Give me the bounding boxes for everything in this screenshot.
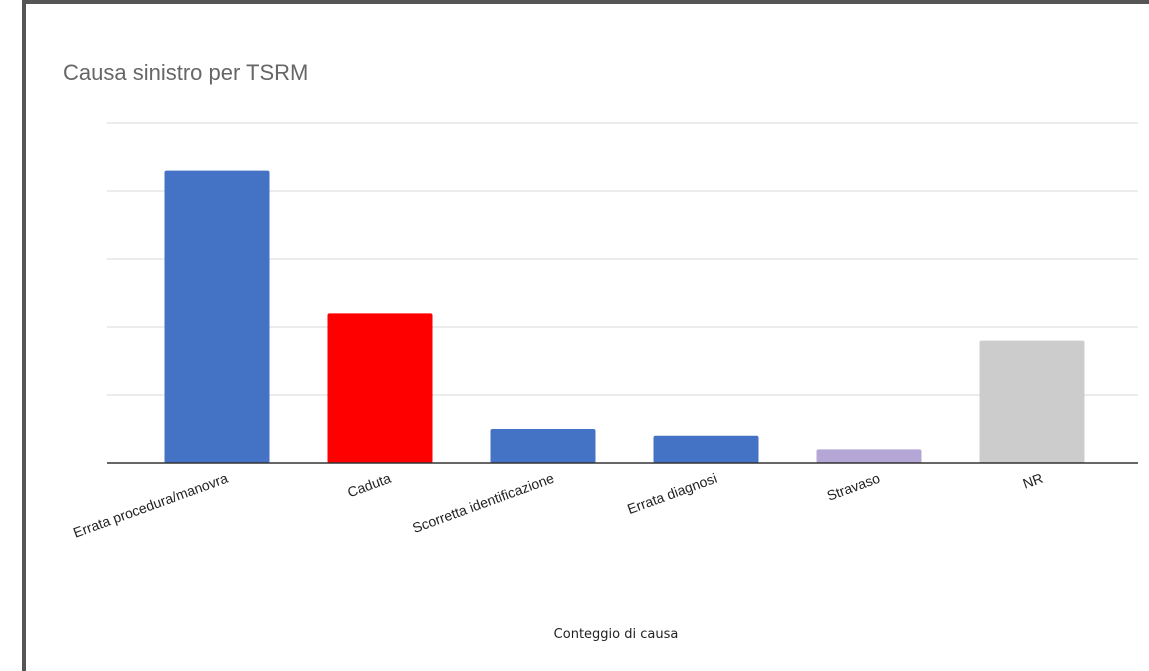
bar-4 [816, 449, 922, 463]
chart-title: Causa sinistro per TSRM [63, 60, 308, 85]
bar-1 [327, 313, 433, 463]
x-axis-label: Conteggio di causa [554, 627, 679, 642]
gridlines [107, 122, 1138, 396]
x-tick-label-5: NR [1021, 470, 1045, 492]
bars [164, 170, 1085, 463]
x-tick-label-3: Errata diagnosi [625, 470, 719, 517]
x-tick-label-0: Errata procedura/manovra [71, 470, 230, 541]
bar-0 [164, 170, 270, 463]
x-tick-labels: Errata procedura/manovra Caduta Scorretta … [71, 470, 1045, 541]
x-tick-label-1: Caduta [345, 470, 393, 501]
bar-2 [490, 429, 596, 463]
bar-3 [653, 435, 759, 463]
x-tick-label-2: Scorretta identificazione [410, 470, 556, 536]
x-tick-label-4: Stravaso [825, 470, 883, 504]
bar-5 [979, 340, 1085, 463]
